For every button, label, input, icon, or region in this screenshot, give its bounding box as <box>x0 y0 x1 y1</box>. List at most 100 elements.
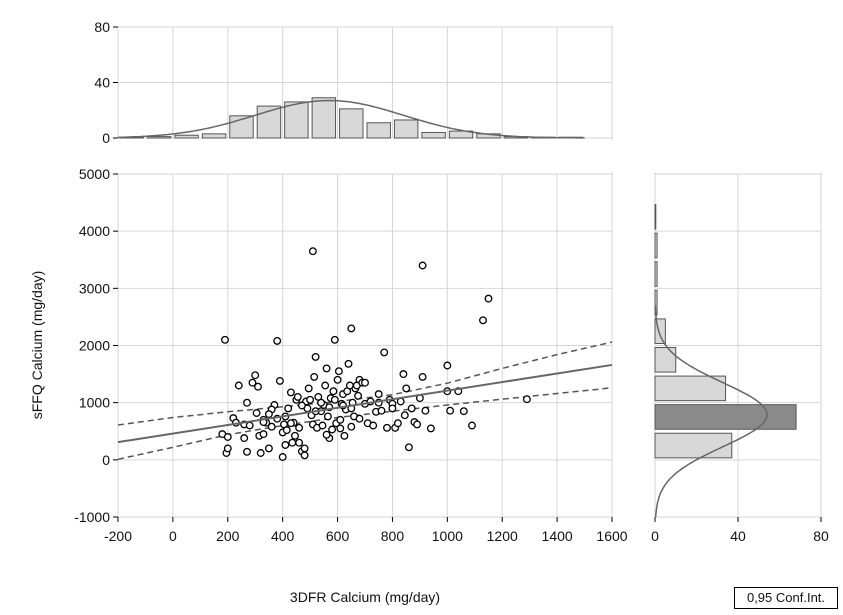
data-point <box>243 447 251 456</box>
confidence-interval-lines <box>117 341 613 461</box>
data-point <box>336 415 345 424</box>
scatter-panel: -200 0 200 400 600 800 1000 1200 1400 1600 -1000 0… <box>29 166 628 605</box>
right-histogram-ticks: 0 40 80 <box>651 517 829 544</box>
ci-upper-line <box>117 341 613 426</box>
top-histogram-bars <box>119 97 584 139</box>
x-tick-label: 800 <box>381 528 405 544</box>
data-point <box>295 423 304 432</box>
data-point <box>446 406 455 415</box>
data-point <box>310 372 319 381</box>
histogram-bar <box>201 133 227 139</box>
data-point <box>479 316 487 325</box>
data-point <box>443 361 452 370</box>
data-point <box>221 335 229 344</box>
top-histogram-ticks: 0 40 80 <box>94 19 118 146</box>
data-point <box>291 431 299 440</box>
histogram-bar <box>448 130 474 139</box>
data-point <box>322 364 331 373</box>
data-point <box>300 451 309 460</box>
histogram-bar <box>421 131 446 139</box>
data-point <box>251 371 260 380</box>
data-point <box>245 421 254 430</box>
data-point <box>264 444 273 453</box>
data-point <box>311 352 320 361</box>
confidence-interval-legend: 0,95 Conf.Int. <box>734 587 838 609</box>
y-tick-label: 2000 <box>79 338 110 354</box>
right-histogram-bars <box>654 204 797 459</box>
data-point <box>334 367 343 376</box>
x-tick-label: -200 <box>104 528 132 544</box>
x-tick-label: 1200 <box>487 528 518 544</box>
data-point <box>267 422 276 431</box>
y-tick-label: 0 <box>102 452 110 468</box>
data-point <box>306 395 315 404</box>
histogram-bar <box>366 122 391 139</box>
histogram-bar <box>654 318 666 344</box>
data-point <box>421 406 430 415</box>
data-point <box>399 370 408 379</box>
top-normal-curve <box>117 99 585 139</box>
data-point <box>355 414 364 423</box>
data-point <box>286 388 295 397</box>
right-histogram-grid <box>654 173 822 518</box>
data-point <box>413 420 422 429</box>
data-point <box>404 443 413 452</box>
x-tick-label: 400 <box>271 528 295 544</box>
data-point <box>374 390 383 399</box>
data-point <box>240 434 249 443</box>
x-tick-label: 0 <box>651 528 659 544</box>
x-tick-label: 200 <box>216 528 240 544</box>
data-point <box>361 378 369 387</box>
histogram-bar <box>146 136 172 139</box>
data-point <box>344 359 353 368</box>
x-tick-label: 1000 <box>432 528 463 544</box>
histogram-bar <box>393 119 419 139</box>
data-point <box>297 401 306 410</box>
data-point <box>273 336 282 345</box>
x-tick-label: 40 <box>730 528 746 544</box>
x-axis-label: 3DFR Calcium (mg/day) <box>290 589 440 605</box>
data-point <box>459 407 468 416</box>
data-point <box>388 404 397 413</box>
y-tick-label: 80 <box>94 19 110 35</box>
data-point <box>418 261 427 270</box>
data-point <box>317 398 326 407</box>
data-point <box>426 424 435 433</box>
data-point <box>308 247 317 256</box>
data-point <box>393 419 402 428</box>
data-point <box>347 422 356 431</box>
data-point <box>321 381 330 390</box>
data-point <box>377 406 386 415</box>
data-point <box>484 294 493 303</box>
data-point <box>223 444 232 453</box>
data-point <box>300 444 309 453</box>
data-point <box>347 324 356 333</box>
data-point <box>400 411 409 420</box>
data-point <box>282 426 291 435</box>
data-point <box>418 372 427 381</box>
data-point <box>286 419 295 428</box>
x-tick-label: 600 <box>326 528 350 544</box>
right-normal-curve <box>654 305 768 518</box>
histogram-bar <box>311 97 337 139</box>
data-point <box>329 387 338 396</box>
data-point <box>522 395 531 404</box>
data-point <box>304 384 313 393</box>
x-tick-label: 0 <box>169 528 177 544</box>
data-point <box>223 433 232 441</box>
y-tick-label: 1000 <box>79 395 110 411</box>
data-point <box>248 378 257 387</box>
data-point <box>288 438 297 447</box>
data-point <box>330 335 339 344</box>
data-point <box>295 438 304 447</box>
data-point <box>275 376 284 385</box>
x-tick-label: 1400 <box>542 528 573 544</box>
histogram-bar <box>284 101 309 139</box>
data-point <box>330 395 339 404</box>
data-point <box>278 453 287 461</box>
histogram-bar <box>654 347 677 373</box>
y-axis-ticks: -1000 0 1000 2000 3000 4000 5000 <box>74 166 118 525</box>
data-point <box>318 421 327 430</box>
scatter-points <box>218 247 531 461</box>
data-point <box>284 404 293 413</box>
